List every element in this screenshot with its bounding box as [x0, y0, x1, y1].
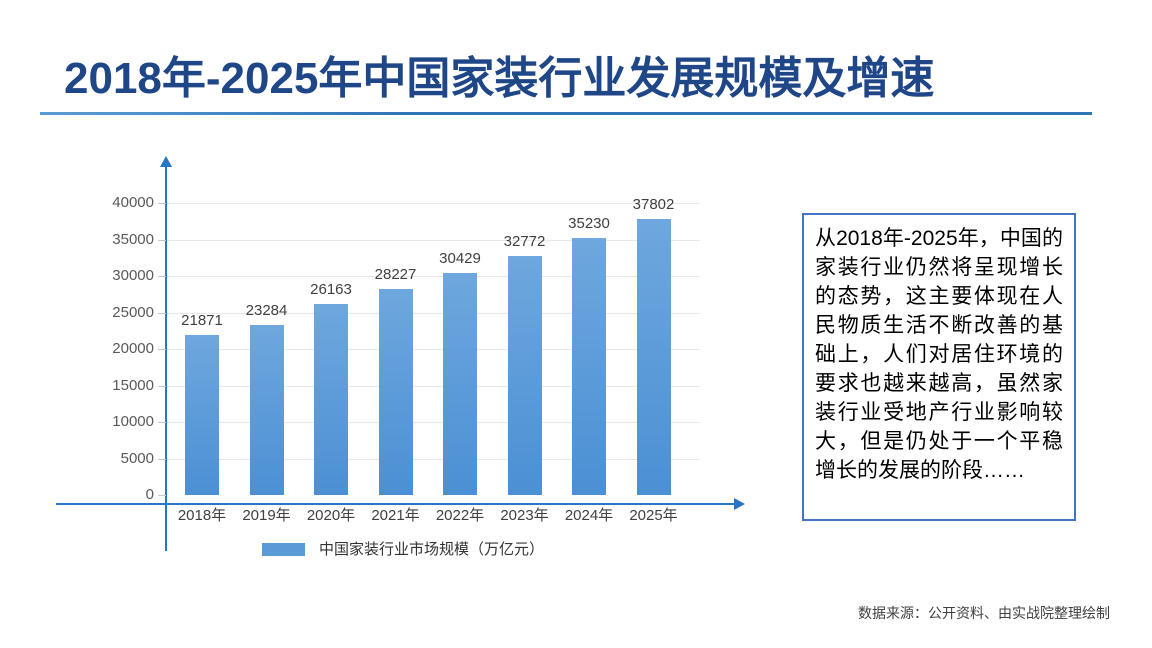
page-title: 2018年-2025年中国家装行业发展规模及增速 [64, 54, 935, 103]
x-axis-category-label: 2023年 [500, 507, 549, 524]
gridline [167, 203, 700, 204]
x-axis-category-label: 2021年 [371, 507, 420, 524]
x-axis-category-label: 2025年 [629, 507, 678, 524]
y-axis-tick [158, 458, 166, 460]
bar-value-label: 21871 [181, 312, 223, 330]
y-axis-tick-label: 35000 [112, 230, 154, 248]
bar-value-label: 35230 [568, 214, 610, 232]
x-axis-category-label: 2024年 [564, 507, 614, 524]
bar-2021年 [378, 288, 413, 495]
gridline [167, 276, 700, 277]
gridline [167, 312, 700, 314]
gridline [167, 458, 700, 460]
bar-value-label: 23284 [245, 302, 288, 320]
y-axis-tick [158, 349, 166, 350]
legend-swatch [262, 543, 305, 556]
y-axis-tick-label: 40000 [112, 194, 154, 211]
bar-value-label: 30429 [439, 249, 481, 267]
y-axis-tick [158, 495, 166, 496]
y-axis-tick [158, 203, 166, 204]
gridline [167, 349, 700, 350]
x-axis-arrow-icon [734, 498, 745, 510]
x-axis-category-label: 2018年 [177, 507, 227, 524]
title-underline [40, 112, 1092, 115]
bar-value-label: 32772 [503, 232, 546, 250]
y-axis-tick-label: 5000 [120, 449, 154, 467]
data-source-note: 数据来源：公开资料、由实战院整理绘制 [858, 605, 1110, 621]
y-axis-line [165, 167, 167, 551]
bar-value-label: 26163 [310, 281, 352, 298]
y-axis-tick [158, 276, 166, 277]
y-axis-tick-label: 15000 [112, 376, 154, 394]
bar-value-label: 37802 [632, 196, 675, 214]
y-axis-tick-label: 0 [145, 486, 154, 503]
gridline [167, 385, 700, 387]
y-axis-tick [158, 385, 166, 387]
x-axis-line [56, 503, 735, 505]
annotation-box: 从2018年-2025年，中国的家装行业仍然将呈现增长的态势，这主要体现在人民物… [802, 213, 1076, 521]
y-axis-tick-label: 10000 [112, 413, 154, 430]
y-axis-tick [158, 422, 166, 423]
bar-2025年 [636, 219, 671, 495]
bar-2022年 [443, 272, 477, 495]
bar-value-label: 28227 [374, 265, 417, 283]
bar-2024年 [572, 237, 606, 495]
x-axis-category-label: 2019年 [242, 507, 291, 524]
bar-2020年 [314, 304, 348, 495]
y-axis-arrow-icon [160, 156, 172, 167]
gridline [167, 239, 700, 241]
y-axis-tick-label: 20000 [112, 340, 154, 357]
x-axis-category-label: 2022年 [435, 507, 485, 524]
y-axis-tick-label: 30000 [112, 267, 154, 284]
legend-label: 中国家装行业市场规模（万亿元） [319, 541, 545, 558]
bar-2018年 [185, 335, 219, 495]
x-axis-category-label: 2020年 [306, 507, 356, 524]
y-axis-tick [158, 239, 166, 241]
gridline [167, 422, 700, 423]
y-axis-tick [158, 312, 166, 314]
bar-2023年 [507, 255, 542, 495]
annotation-text: 从2018年-2025年，中国的家装行业仍然将呈现增长的态势，这主要体现在人民物… [815, 227, 1063, 482]
bar-2019年 [249, 325, 284, 495]
y-axis-tick-label: 25000 [112, 303, 154, 321]
